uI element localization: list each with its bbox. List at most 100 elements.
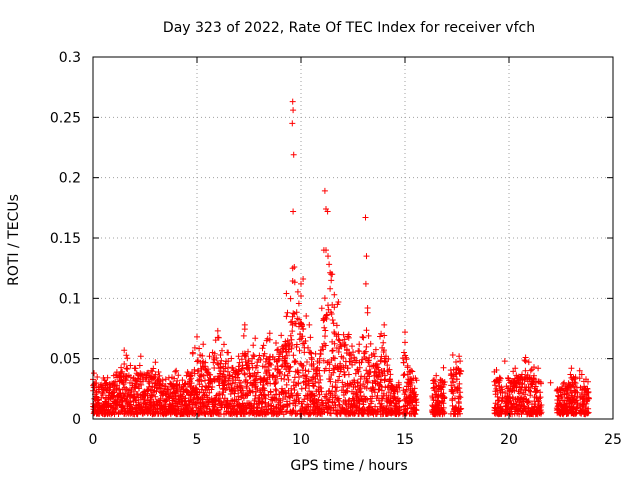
data-point <box>363 253 370 260</box>
data-point <box>402 329 408 336</box>
data-point <box>151 374 158 380</box>
data-point <box>328 410 334 417</box>
data-point <box>349 343 355 350</box>
data-point <box>366 354 373 361</box>
data-point <box>250 352 257 359</box>
data-point <box>373 361 380 368</box>
data-point <box>375 366 382 373</box>
x-tick-label: 10 <box>292 432 310 448</box>
data-point <box>335 395 342 402</box>
data-point <box>512 365 519 372</box>
data-point <box>206 389 213 396</box>
data-point <box>367 340 374 347</box>
data-point <box>352 357 359 364</box>
data-point <box>331 366 338 373</box>
data-point <box>254 359 261 366</box>
y-tick-label: 0.25 <box>50 110 81 126</box>
data-point <box>292 402 299 409</box>
data-point <box>310 383 317 390</box>
data-point <box>344 365 351 372</box>
data-point <box>570 383 577 390</box>
data-point <box>287 295 294 302</box>
data-point <box>331 392 338 399</box>
data-point <box>146 380 153 387</box>
data-point <box>301 396 308 403</box>
data-point <box>328 271 335 278</box>
data-point <box>205 370 212 376</box>
data-point <box>334 407 341 413</box>
data-point <box>131 365 138 372</box>
data-point <box>391 387 398 394</box>
data-point <box>136 385 143 392</box>
data-point <box>106 381 113 388</box>
data-point <box>322 365 329 372</box>
data-point <box>288 390 295 397</box>
data-point <box>305 344 311 351</box>
data-point <box>211 350 218 357</box>
data-point <box>412 375 419 382</box>
data-point <box>93 384 100 391</box>
data-point <box>261 374 268 381</box>
data-point <box>554 388 561 394</box>
data-point <box>124 366 131 372</box>
data-point <box>290 352 297 359</box>
data-point <box>186 373 193 380</box>
data-point <box>266 336 273 343</box>
data-point <box>283 360 290 367</box>
data-point <box>259 398 266 405</box>
data-point <box>194 333 200 340</box>
data-point <box>516 379 523 386</box>
data-point <box>522 391 529 398</box>
data-point <box>402 339 408 346</box>
data-point <box>310 392 317 399</box>
data-point <box>450 379 457 386</box>
data-point <box>538 402 545 408</box>
data-point <box>524 372 531 378</box>
data-point <box>182 395 189 402</box>
data-point <box>292 359 299 365</box>
data-point <box>357 382 364 389</box>
data-point <box>290 107 297 114</box>
data-point <box>345 371 352 378</box>
data-point <box>228 355 235 362</box>
data-point <box>456 380 463 387</box>
data-point <box>251 353 258 360</box>
data-point <box>123 365 130 372</box>
data-point <box>326 261 333 268</box>
data-point <box>273 379 279 385</box>
data-point <box>522 367 529 374</box>
x-tick-label: 20 <box>500 432 518 448</box>
data-point <box>491 378 498 385</box>
data-point <box>362 280 369 287</box>
data-point <box>335 299 342 305</box>
data-point <box>199 352 206 359</box>
data-point <box>118 364 125 371</box>
data-point <box>441 409 448 416</box>
data-point <box>276 351 283 358</box>
data-point <box>572 380 579 387</box>
data-point <box>314 358 321 365</box>
data-point <box>286 400 293 407</box>
data-point <box>413 407 420 414</box>
data-point <box>364 305 371 311</box>
data-point <box>535 365 542 372</box>
data-point <box>449 395 456 402</box>
y-tick-label: 0 <box>72 412 81 428</box>
data-point <box>356 364 363 371</box>
data-point <box>235 353 242 360</box>
data-point <box>395 398 402 405</box>
data-point <box>263 370 269 377</box>
data-point <box>241 371 248 378</box>
y-tick-label: 0.2 <box>59 171 81 187</box>
data-point <box>585 395 592 402</box>
data-point <box>316 391 323 398</box>
data-point <box>252 335 259 342</box>
data-point <box>440 364 447 371</box>
data-point <box>304 359 310 365</box>
data-point <box>100 375 107 381</box>
data-point <box>332 402 339 409</box>
data-point <box>450 390 457 397</box>
data-point <box>378 403 384 410</box>
data-point <box>458 405 465 412</box>
